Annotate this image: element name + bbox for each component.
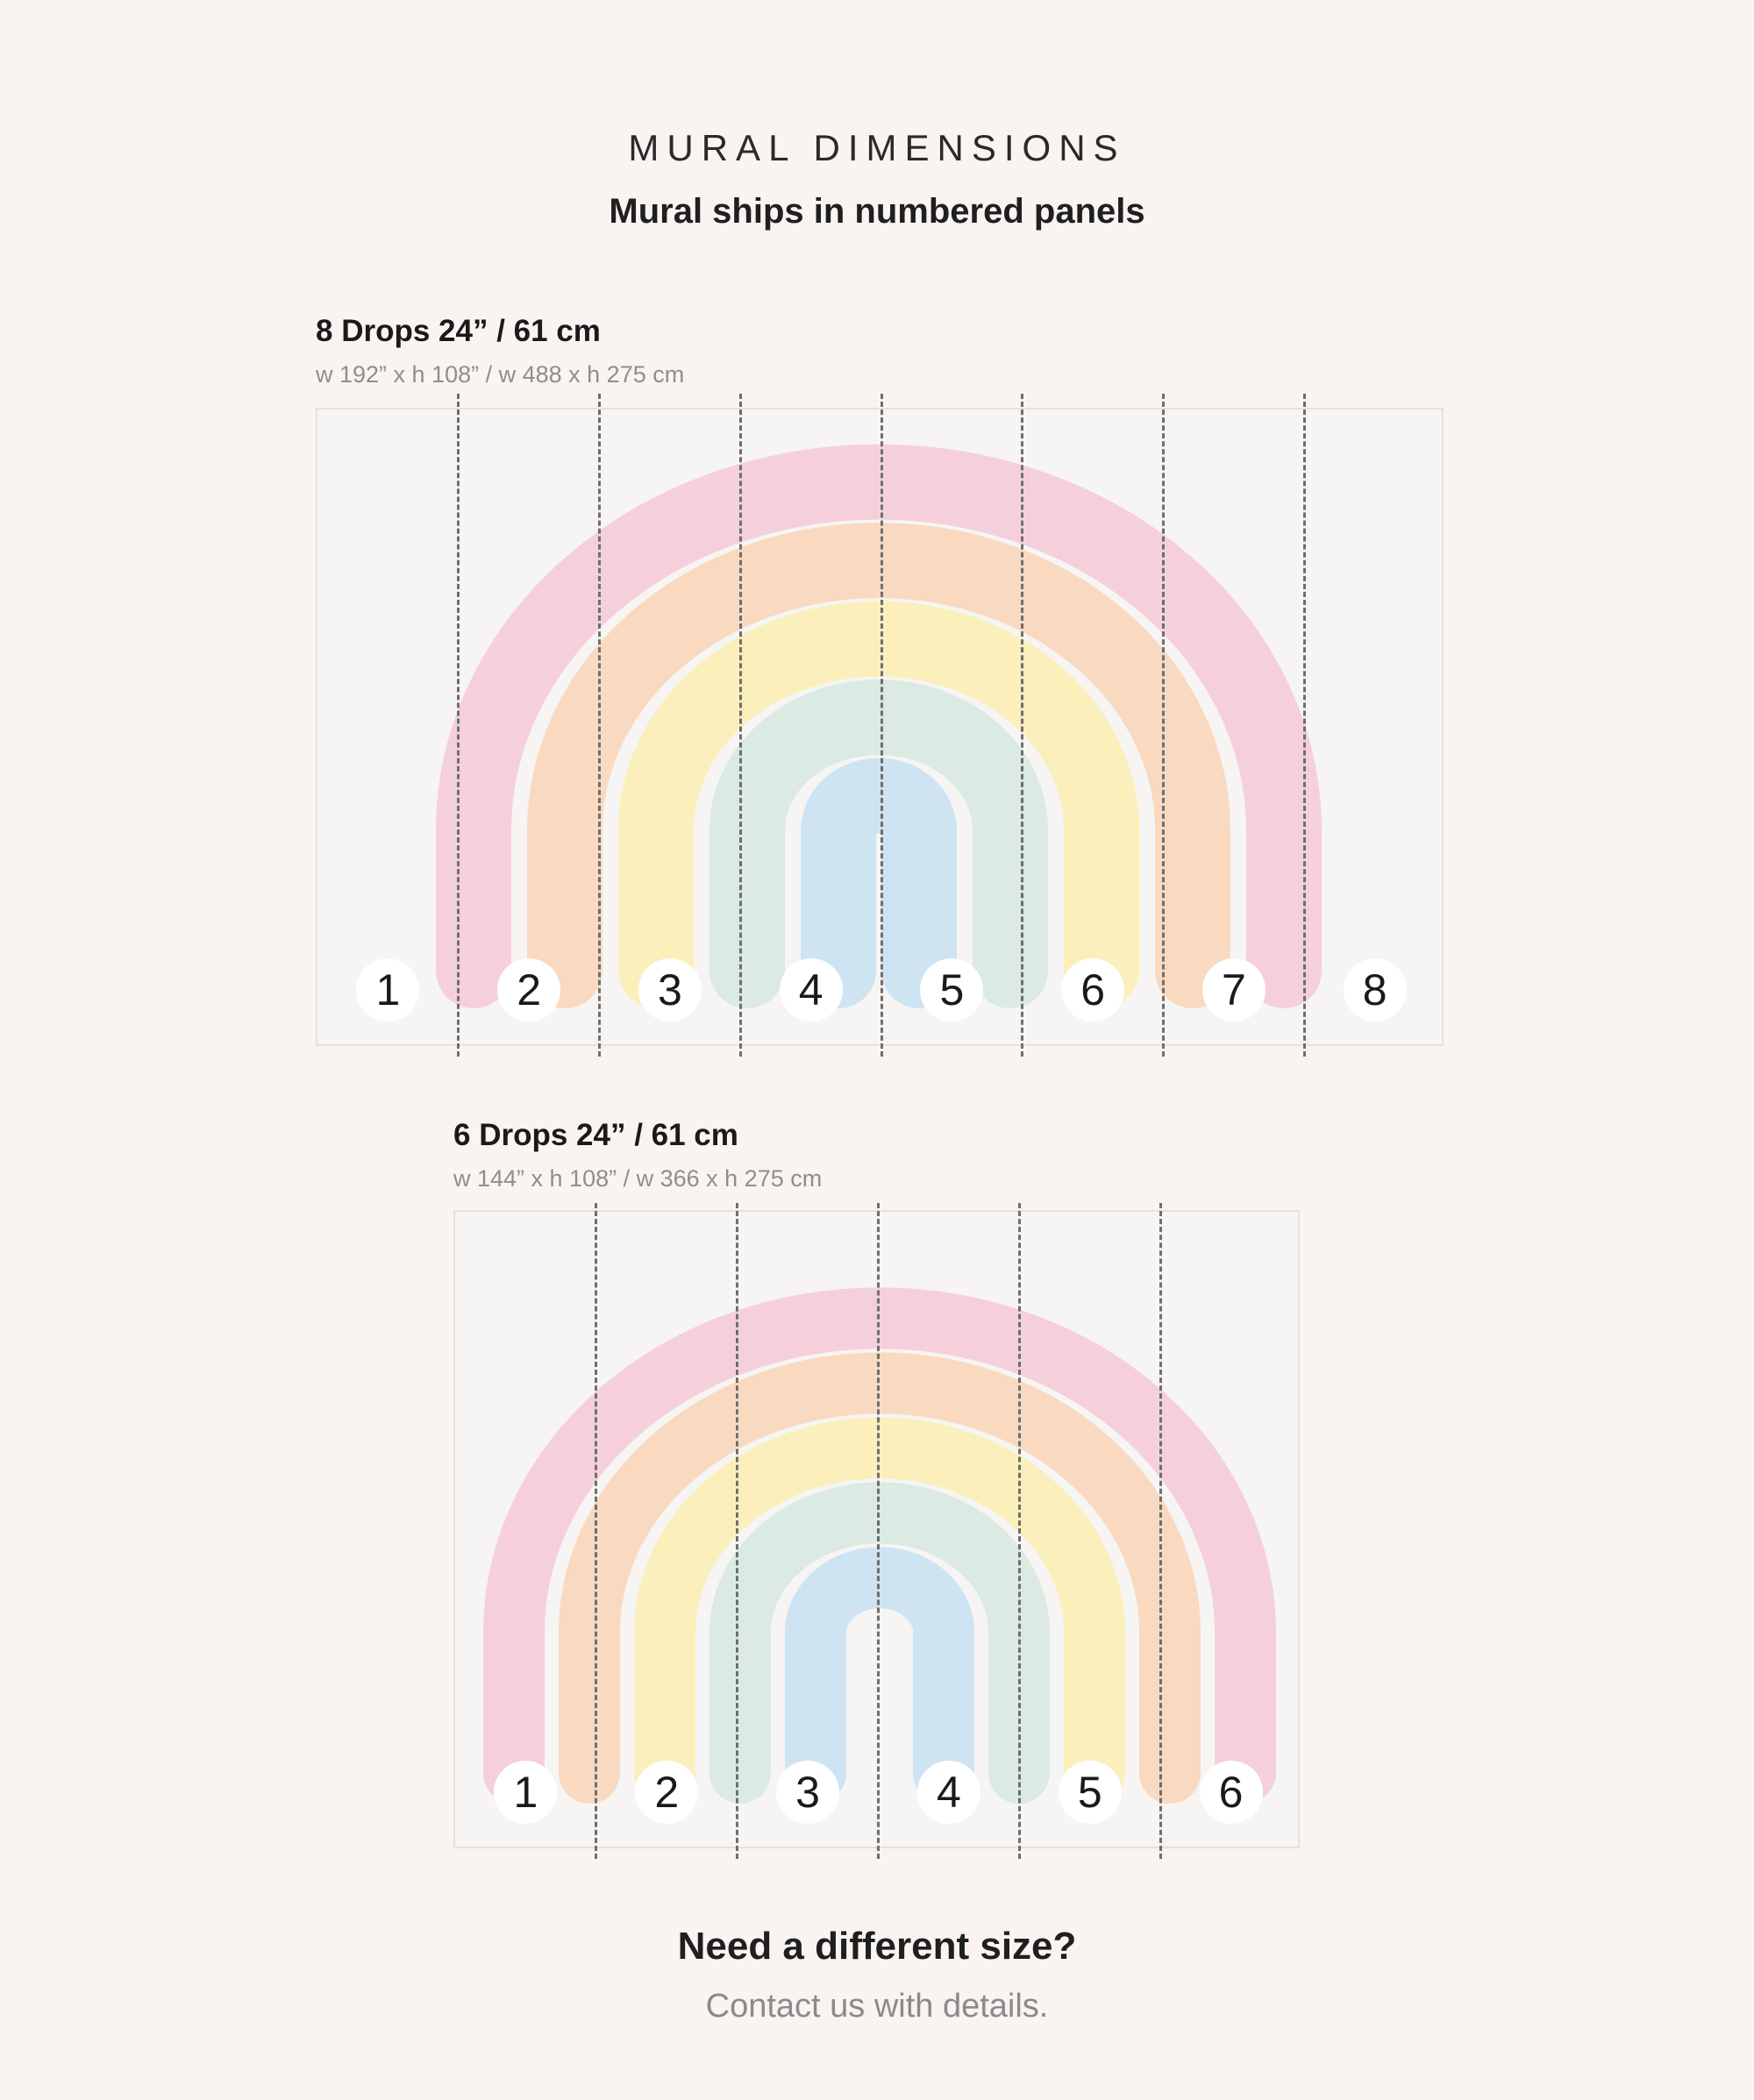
option-dims-8-drops: w 192” x h 108” / w 488 x h 275 cm [316, 361, 685, 388]
panel-divider [738, 394, 742, 1057]
panel-divider [1021, 394, 1024, 1057]
mural-preview-6-drops: 1 2 3 4 5 6 [453, 1203, 1300, 1859]
panel-number: 5 [920, 958, 984, 1022]
panel-number: 2 [635, 1761, 699, 1824]
rainbow-band [436, 444, 1322, 1008]
panel-number: 8 [1343, 958, 1407, 1022]
page-subtitle: Mural ships in numbered panels [609, 192, 1145, 231]
panel-number: 4 [779, 958, 843, 1022]
panel-divider [1162, 394, 1165, 1057]
panel-divider [880, 394, 883, 1057]
panel-divider [1159, 1203, 1162, 1859]
rainbow-band [785, 1547, 974, 1804]
header: MURAL DIMENSIONS Mural ships in numbered… [0, 127, 1754, 231]
rainbow-band [709, 1482, 1050, 1804]
footer: Need a different size? Contact us with d… [0, 1925, 1754, 2025]
panel-number: 5 [1058, 1761, 1122, 1824]
page-title: MURAL DIMENSIONS [628, 127, 1126, 168]
panel-number: 6 [1199, 1761, 1263, 1824]
footer-title: Need a different size? [677, 1925, 1077, 1968]
panel-number: 3 [638, 958, 702, 1022]
panel-number: 1 [494, 1761, 558, 1824]
panel-divider [1302, 394, 1306, 1057]
rainbow-band [618, 601, 1139, 1008]
rainbow-band [559, 1352, 1201, 1804]
rainbow-band [483, 1287, 1276, 1804]
panel-number: 2 [497, 958, 561, 1022]
option-title-6-drops: 6 Drops 24” / 61 cm [453, 1118, 738, 1152]
panel-number: 3 [776, 1761, 840, 1824]
rainbow-illustration [483, 1287, 1276, 1804]
panel-number: 7 [1201, 958, 1266, 1022]
rainbow-band [801, 758, 957, 1008]
panel-number: 6 [1061, 958, 1125, 1022]
contact-link[interactable]: Contact us with details. [705, 1988, 1049, 2025]
panel-divider [595, 1203, 598, 1859]
option-title-8-drops: 8 Drops 24” / 61 cm [316, 314, 601, 348]
rainbow-band [634, 1417, 1125, 1804]
mural-preview-8-drops: 1 2 3 4 5 6 7 8 [316, 394, 1444, 1057]
panel-divider [877, 1203, 880, 1859]
panel-divider [736, 1203, 739, 1859]
option-dims-6-drops: w 144” x h 108” / w 366 x h 275 cm [453, 1165, 823, 1192]
rainbow-band [709, 680, 1048, 1008]
panel-number: 1 [356, 958, 420, 1022]
panel-divider [598, 394, 601, 1057]
panel-number: 4 [916, 1761, 980, 1824]
panel-divider [457, 394, 460, 1057]
panel-divider [1017, 1203, 1021, 1859]
